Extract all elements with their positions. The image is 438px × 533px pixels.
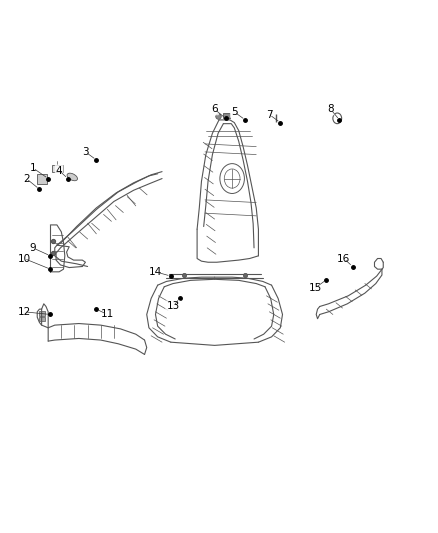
FancyBboxPatch shape: [223, 113, 230, 118]
Text: 7: 7: [266, 110, 273, 119]
Text: 2: 2: [23, 174, 30, 183]
FancyBboxPatch shape: [37, 174, 47, 184]
Text: 3: 3: [82, 147, 89, 157]
FancyBboxPatch shape: [52, 165, 63, 172]
FancyBboxPatch shape: [39, 317, 45, 321]
Text: 1: 1: [29, 163, 36, 173]
Text: 10: 10: [18, 254, 31, 263]
FancyBboxPatch shape: [39, 311, 45, 316]
Text: 8: 8: [327, 104, 334, 114]
Text: 12: 12: [18, 307, 31, 317]
Text: 15: 15: [309, 283, 322, 293]
Text: 9: 9: [29, 243, 36, 253]
Text: 6: 6: [211, 104, 218, 114]
Ellipse shape: [67, 173, 78, 181]
Text: 13: 13: [166, 302, 180, 311]
Text: 5: 5: [231, 107, 238, 117]
Text: 11: 11: [101, 310, 114, 319]
Text: 14: 14: [149, 267, 162, 277]
Text: 16: 16: [337, 254, 350, 263]
Text: 4: 4: [56, 166, 63, 175]
